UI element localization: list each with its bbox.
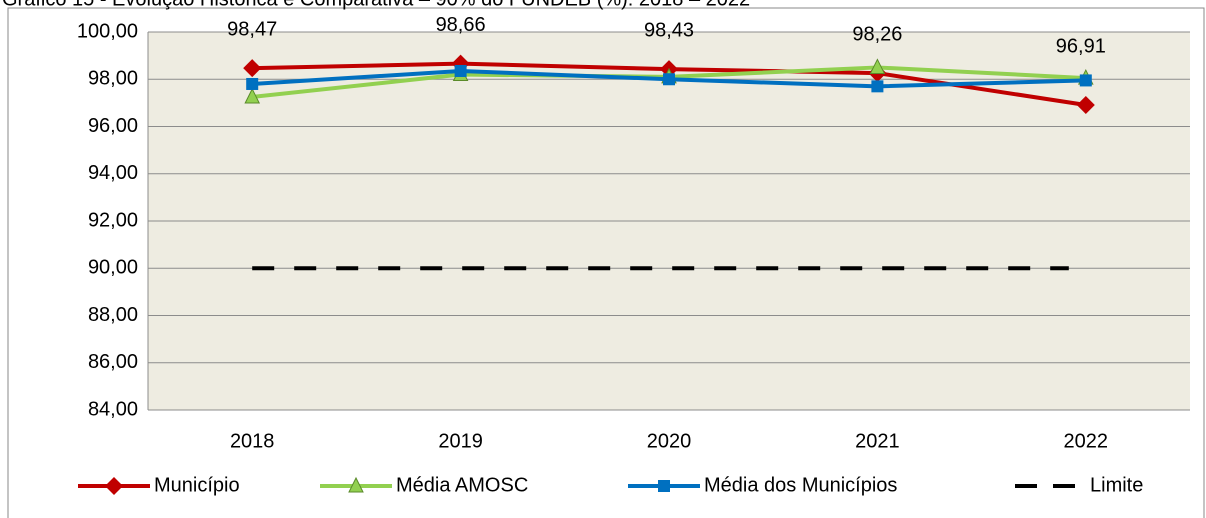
data-label: 98,26 xyxy=(852,23,902,45)
y-tick-label: 86,00 xyxy=(88,351,138,373)
marker xyxy=(1079,74,1092,87)
legend-label: Média dos Municípios xyxy=(704,474,897,496)
y-tick-label: 84,00 xyxy=(88,398,138,420)
legend-marker xyxy=(348,476,364,493)
y-tick-label: 88,00 xyxy=(88,304,138,326)
data-label: 98,66 xyxy=(436,14,486,36)
y-tick-label: 98,00 xyxy=(88,68,138,90)
x-tick-label: 2020 xyxy=(647,430,692,452)
y-tick-label: 92,00 xyxy=(88,209,138,231)
legend-marker xyxy=(658,480,670,492)
y-tick-label: 96,00 xyxy=(88,115,138,137)
x-tick-label: 2019 xyxy=(438,430,483,452)
y-tick-label: 94,00 xyxy=(88,162,138,184)
legend-label: Média AMOSC xyxy=(396,474,528,496)
y-tick-label: 100,00 xyxy=(77,20,138,42)
marker xyxy=(246,77,259,90)
legend-marker xyxy=(105,477,123,495)
x-tick-label: 2022 xyxy=(1064,430,1109,452)
marker xyxy=(1076,96,1095,115)
marker xyxy=(243,59,262,78)
legend-label: Limite xyxy=(1090,474,1143,496)
data-label: 98,43 xyxy=(644,19,694,41)
marker xyxy=(663,73,675,86)
marker xyxy=(869,58,886,74)
y-tick-label: 90,00 xyxy=(88,257,138,279)
chart-title: Gráfico 15 - Evolução Histórica e Compar… xyxy=(2,0,750,10)
marker xyxy=(244,87,261,104)
x-tick-label: 2018 xyxy=(230,430,275,452)
x-tick-label: 2021 xyxy=(855,430,900,452)
marker xyxy=(454,64,467,77)
legend-label: Município xyxy=(154,474,240,496)
marker xyxy=(871,80,884,93)
data-label: 96,91 xyxy=(1056,35,1106,57)
data-label: 98,47 xyxy=(227,18,277,40)
